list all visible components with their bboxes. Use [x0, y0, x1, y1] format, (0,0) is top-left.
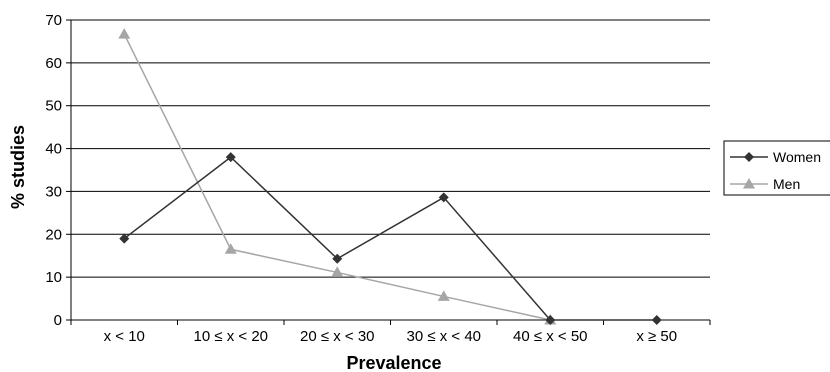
data-point-men: [331, 266, 344, 277]
x-tick-label: 10 ≤ x < 20: [193, 328, 268, 345]
x-tick-label: 40 ≤ x < 50: [513, 328, 588, 345]
legend-label-men: Men: [773, 176, 800, 192]
data-point-men: [224, 243, 237, 254]
y-tick-label: 40: [45, 141, 62, 158]
data-point-women: [119, 233, 130, 244]
y-axis-title: % studies: [8, 125, 28, 209]
data-point-women: [438, 192, 449, 203]
series-layer: [118, 28, 662, 325]
data-point-men: [118, 28, 131, 39]
y-tick-labels: 0 10 20 30 40 50 60 70: [45, 12, 62, 329]
data-point-women: [545, 315, 556, 325]
legend-marker-women: [744, 152, 754, 162]
data-point-men: [437, 290, 450, 301]
data-point-women: [332, 253, 343, 264]
legend-box: [723, 140, 830, 196]
legend-label-women: Women: [773, 149, 821, 165]
y-tick-label: 60: [45, 55, 62, 72]
series-men: [118, 28, 557, 325]
x-tick-label: x < 10: [104, 328, 145, 345]
data-point-women: [651, 315, 662, 325]
legend: Women Men: [723, 140, 830, 196]
legend-marker-men: [743, 178, 755, 189]
x-tick-labels: x < 10 10 ≤ x < 20 20 ≤ x < 30 30 ≤ x < 40 4…: [70, 320, 711, 345]
data-point-women: [225, 152, 236, 163]
y-tick-label: 30: [45, 183, 62, 200]
y-tick-label: 20: [45, 226, 62, 243]
y-tick-label: 70: [45, 12, 62, 29]
x-tick-label: x ≥ 50: [636, 328, 677, 345]
y-tick-label: 0: [54, 312, 62, 329]
x-axis-title: Prevalence: [346, 353, 441, 372]
series-line-women: [123, 156, 657, 321]
x-tick-label: 30 ≤ x < 40: [406, 328, 481, 345]
legend-entry-women: Women: [730, 149, 821, 165]
y-tick-label: 10: [45, 269, 62, 286]
legend-entry-men: Men: [730, 176, 800, 192]
series-women: [119, 152, 662, 325]
x-tick-label: 20 ≤ x < 30: [300, 328, 375, 345]
gridlines: [66, 19, 710, 321]
y-tick-label: 50: [45, 98, 62, 115]
